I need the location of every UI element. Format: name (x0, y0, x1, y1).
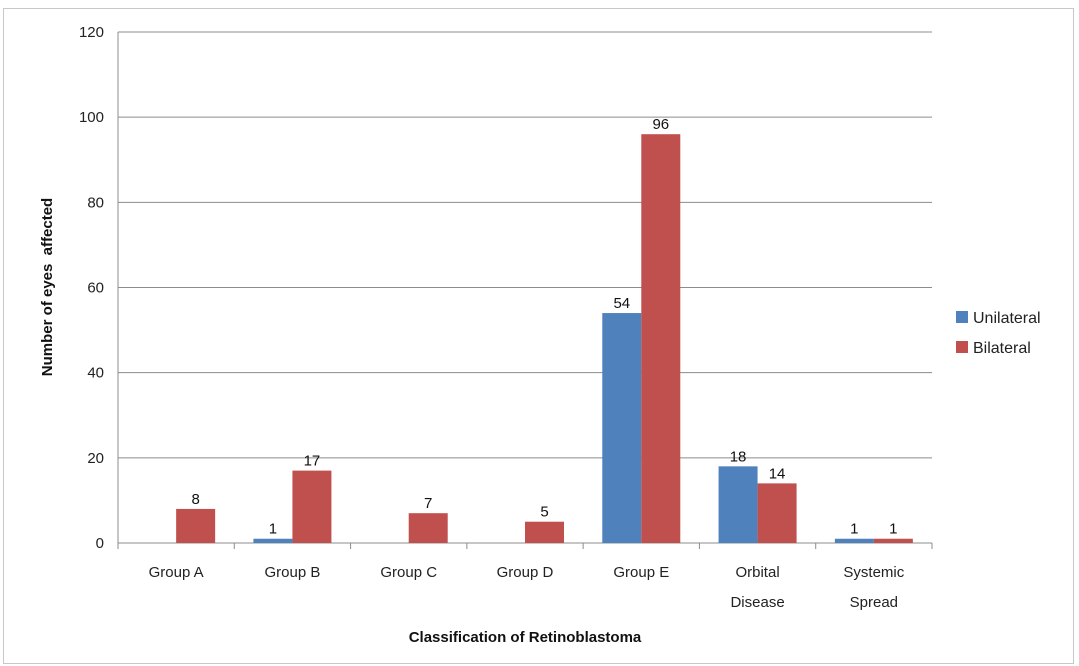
y-tick-label: 20 (87, 450, 104, 467)
x-tick-label: Group B (264, 564, 320, 581)
y-tick-label: 0 (96, 535, 104, 552)
x-axis-title: Classification of Retinoblastoma (409, 629, 642, 646)
bar-unilateral (834, 538, 874, 543)
bar-bilateral (525, 521, 564, 543)
x-tick-label: Spread (850, 594, 898, 611)
data-label: 96 (652, 116, 669, 133)
x-tick-label: Group A (149, 564, 204, 581)
data-label: 5 (540, 504, 548, 521)
y-axis-title: Number of eyes affected (39, 198, 56, 376)
x-tick-label: Systemic (843, 564, 904, 581)
y-tick-label: 60 (87, 280, 104, 297)
data-label: 14 (769, 465, 786, 482)
x-tick-label: Orbital (735, 564, 779, 581)
x-tick-label: Disease (730, 594, 784, 611)
bars (176, 134, 913, 543)
y-tick-label: 40 (87, 365, 104, 382)
bar-unilateral (602, 313, 642, 543)
data-label: 18 (730, 448, 747, 465)
legend-label: Unilateral (973, 310, 1041, 327)
x-tick-label: Group E (613, 564, 669, 581)
gridlines (118, 31, 932, 459)
y-tick-label: 100 (79, 109, 104, 126)
data-label: 1 (850, 521, 858, 538)
bar-bilateral (641, 134, 681, 543)
data-label: 7 (424, 495, 432, 512)
bar-bilateral (757, 483, 797, 543)
legend-swatch-bilateral (956, 341, 968, 353)
bar-bilateral (176, 508, 216, 543)
x-tick-label: Group C (380, 564, 437, 581)
bar-bilateral (408, 513, 448, 543)
legend-label: Bilateral (973, 340, 1031, 357)
legend-swatch-unilateral (956, 311, 968, 323)
bar-bilateral (873, 538, 913, 543)
axes (117, 32, 933, 549)
y-tick-label: 120 (79, 24, 104, 41)
data-label: 1 (269, 521, 277, 538)
x-tick-label: Group D (497, 564, 554, 581)
y-tick-label: 80 (87, 194, 104, 211)
x-tick-labels: Group A Group B Group C Group D Group E Orbit… (149, 564, 905, 611)
data-label: 17 (304, 453, 321, 470)
data-label: 8 (191, 491, 199, 508)
legend: Unilateral Bilateral (956, 310, 1041, 357)
data-label: 1 (889, 521, 897, 538)
bar-unilateral (253, 538, 293, 543)
data-label: 54 (613, 295, 630, 312)
y-tick-labels: 0 20 40 60 80 100 120 (79, 24, 104, 552)
bar-unilateral (718, 466, 758, 543)
bar-bilateral (292, 470, 332, 543)
